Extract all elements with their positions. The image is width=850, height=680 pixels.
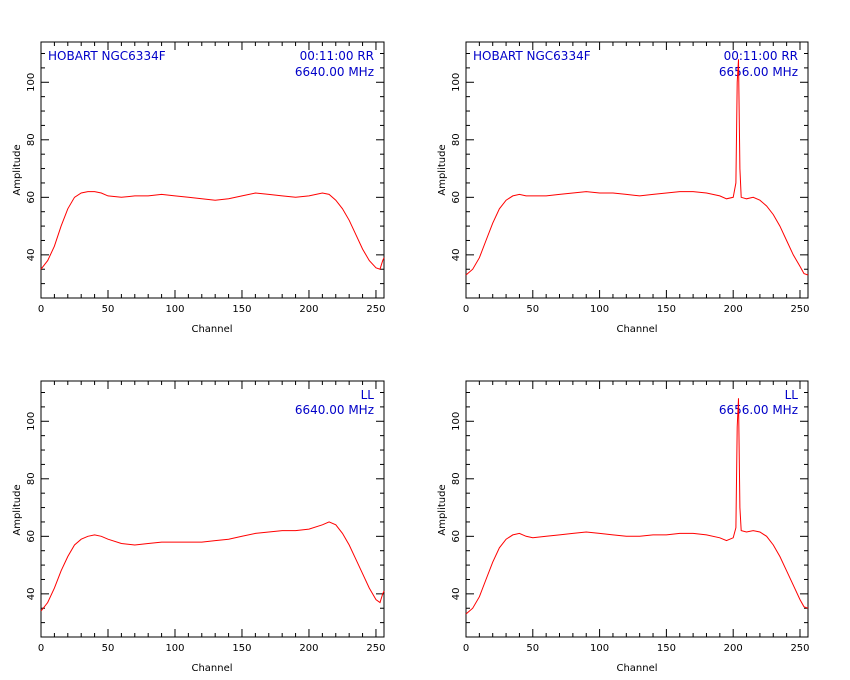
y-tick-label: 40 xyxy=(26,248,37,261)
y-tick-label: 80 xyxy=(26,133,37,146)
x-tick-label: 50 xyxy=(102,304,115,315)
y-tick-label: 80 xyxy=(451,133,462,146)
panel-title-left: HOBART NGC6334F xyxy=(473,49,591,63)
y-tick-label: 60 xyxy=(26,530,37,543)
panel-time-pol: 00:11:00 RR xyxy=(300,49,374,63)
y-axis-label: Amplitude xyxy=(437,144,448,195)
y-axis-label: Amplitude xyxy=(12,144,23,195)
spectrum-trace xyxy=(40,191,385,270)
x-axis-label: Channel xyxy=(616,663,657,674)
panel-time-pol: 00:11:00 RR xyxy=(724,49,798,63)
panel-bottom-left: LL 6640.00 MHz Channel Amplitude 0 50 100 1… xyxy=(12,380,386,674)
spectrum-trace xyxy=(465,398,809,615)
y-tick-label: 100 xyxy=(451,412,462,431)
y-tick-label: 100 xyxy=(451,73,462,92)
x-tick-label: 200 xyxy=(724,643,743,654)
x-tick-label: 100 xyxy=(590,304,609,315)
panel-frequency: 6640.00 MHz xyxy=(295,65,374,79)
x-axis-label: Channel xyxy=(191,663,232,674)
x-tick-label: 50 xyxy=(526,643,539,654)
y-tick-label: 80 xyxy=(451,472,462,485)
panel-frequency: 6640.00 MHz xyxy=(295,403,374,417)
plot-frame xyxy=(40,380,385,638)
panel-polarization: LL xyxy=(785,388,799,402)
x-tick-label: 150 xyxy=(657,643,676,654)
x-tick-label: 250 xyxy=(790,643,809,654)
y-tick-label: 40 xyxy=(451,248,462,261)
x-tick-label: 50 xyxy=(102,643,115,654)
panel-polarization: LL xyxy=(361,388,375,402)
panel-top-right: HOBART NGC6334F 00:11:00 RR 6656.00 MHz … xyxy=(437,41,810,335)
x-axis-label: Channel xyxy=(191,324,232,335)
panel-top-left: HOBART NGC6334F 00:11:00 RR 6640.00 MHz … xyxy=(12,41,386,335)
x-tick-label: 100 xyxy=(165,304,184,315)
x-tick-label: 250 xyxy=(366,643,385,654)
y-tick-label: 40 xyxy=(451,587,462,600)
x-tick-label: 0 xyxy=(38,643,44,654)
x-axis-label: Channel xyxy=(616,324,657,335)
x-tick-label: 0 xyxy=(463,643,469,654)
x-tick-label: 100 xyxy=(590,643,609,654)
x-tick-label: 50 xyxy=(526,304,539,315)
plot-frame xyxy=(465,41,809,299)
x-tick-label: 200 xyxy=(299,643,318,654)
y-tick-label: 60 xyxy=(26,191,37,204)
x-tick-label: 150 xyxy=(232,643,251,654)
spectrum-trace xyxy=(40,521,385,612)
x-tick-label: 0 xyxy=(463,304,469,315)
y-tick-label: 80 xyxy=(26,472,37,485)
y-axis-label: Amplitude xyxy=(12,484,23,535)
y-axis-label: Amplitude xyxy=(437,484,448,535)
x-tick-label: 150 xyxy=(232,304,251,315)
y-tick-label: 60 xyxy=(451,191,462,204)
panel-frequency: 6656.00 MHz xyxy=(719,65,798,79)
panel-title-left: HOBART NGC6334F xyxy=(48,49,166,63)
x-tick-label: 0 xyxy=(38,304,44,315)
plot-frame xyxy=(40,41,385,299)
x-tick-label: 250 xyxy=(790,304,809,315)
spectrum-trace xyxy=(465,59,809,276)
x-tick-label: 200 xyxy=(724,304,743,315)
y-tick-label: 100 xyxy=(26,412,37,431)
x-tick-label: 100 xyxy=(165,643,184,654)
y-tick-label: 40 xyxy=(26,587,37,600)
y-tick-label: 60 xyxy=(451,530,462,543)
plot-frame xyxy=(465,380,809,638)
panel-bottom-right: LL 6656.00 MHz Channel Amplitude 0 50 100 1… xyxy=(437,380,810,674)
y-tick-label: 100 xyxy=(26,73,37,92)
panel-frequency: 6656.00 MHz xyxy=(719,403,798,417)
x-tick-label: 200 xyxy=(299,304,318,315)
x-tick-label: 150 xyxy=(657,304,676,315)
x-tick-label: 250 xyxy=(366,304,385,315)
